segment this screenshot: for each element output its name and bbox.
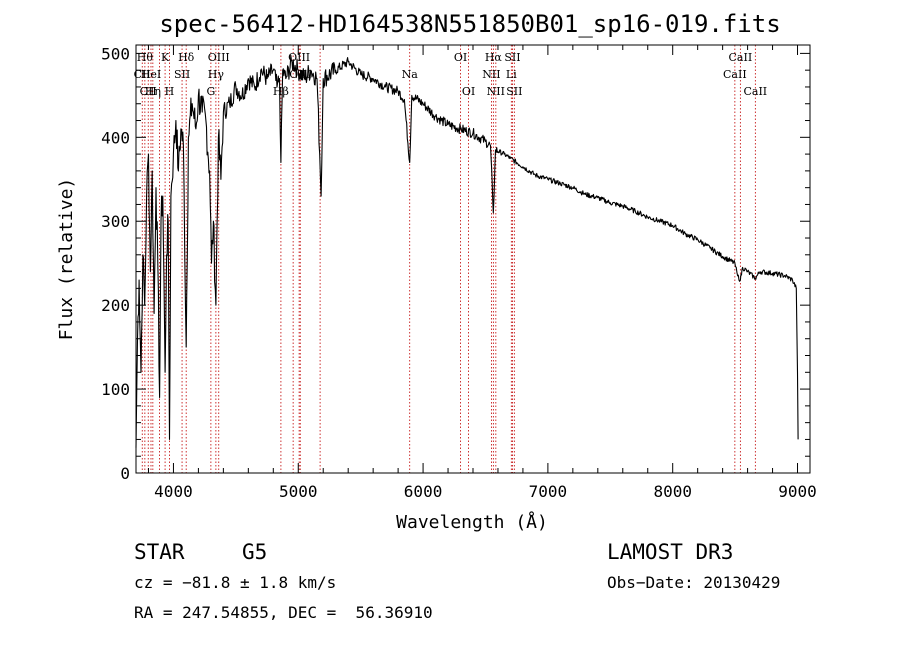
line-label: SII [506, 85, 522, 98]
obs-date-text: Obs−Date: 20130429 [607, 573, 781, 592]
y-tick-label: 500 [101, 44, 130, 63]
y-tick-label: 400 [101, 128, 130, 147]
line-label: Hγ [208, 68, 225, 81]
line-label: SII [504, 51, 520, 64]
line-label: G [206, 85, 215, 98]
y-tick-label: 200 [101, 296, 130, 315]
x-tick-label: 6000 [404, 482, 443, 501]
x-tick-label: 8000 [653, 482, 692, 501]
class-label: STAR [134, 540, 185, 564]
y-tick-label: 100 [101, 380, 130, 399]
line-label: Li [506, 68, 517, 81]
redshift-text: cz = −81.8 ± 1.8 km/s [134, 573, 337, 592]
line-label: Hδ [178, 51, 195, 64]
y-tick-label: 0 [120, 464, 130, 483]
x-tick-label: 7000 [529, 482, 568, 501]
line-label: SII [174, 68, 190, 81]
line-label: Hη [145, 85, 161, 98]
line-label: K [161, 51, 170, 64]
y-axis-ticks: 0 100 200 300 400 500 [101, 44, 810, 483]
x-axis-label: Wavelength (Å) [396, 511, 548, 533]
x-tick-label: 5000 [279, 482, 318, 501]
spectrum-line [135, 54, 799, 448]
chart-title: spec-56412-HD164538N551850B01_sp16-019.f… [159, 10, 780, 38]
y-tick-label: 300 [101, 212, 130, 231]
line-label: HeI [141, 68, 161, 81]
line-label: Na [402, 68, 419, 81]
line-label: CaII [723, 68, 747, 81]
subclass-label: G5 [242, 540, 268, 564]
y-axis-label: Flux (relative) [56, 178, 77, 341]
line-label: NII [482, 68, 500, 81]
line-label: NII [487, 85, 505, 98]
line-label: CaII [743, 85, 767, 98]
line-label: CaII [729, 51, 753, 64]
line-markers [141, 45, 756, 473]
line-label: CII [140, 85, 157, 98]
coordinates-text: RA = 247.54855, DEC = 56.36910 [134, 603, 433, 622]
line-label: H [165, 85, 175, 98]
x-tick-label: 4000 [154, 482, 193, 501]
line-label: OIII [208, 51, 230, 64]
line-label: CII [134, 68, 151, 81]
plot-frame [135, 44, 811, 474]
line-label: Hθ [137, 51, 154, 64]
line-label: Hβ [273, 85, 289, 98]
line-label: Hα [485, 51, 503, 64]
x-axis-ticks: 4000 5000 6000 7000 8000 9000 [147, 45, 817, 501]
x-tick-label: 9000 [778, 482, 817, 501]
survey-label: LAMOST DR3 [607, 540, 734, 564]
line-label: OI [462, 85, 475, 98]
line-label: OI [454, 51, 467, 64]
